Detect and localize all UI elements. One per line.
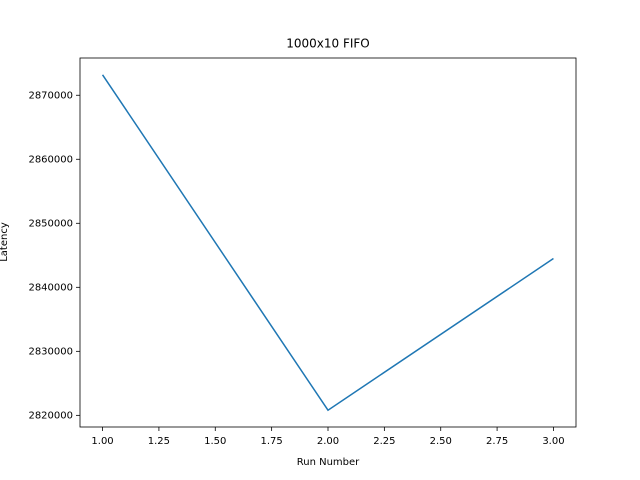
x-axis-label: Run Number [297,457,360,468]
y-tick-label: 2860000 [28,154,73,165]
x-tick-label: 3.00 [542,436,564,447]
x-tick-label: 1.50 [204,436,226,447]
x-tick-label: 1.75 [261,436,283,447]
plot-frame [79,57,577,428]
chart-title: 1000x10 FIFO [286,37,370,51]
y-axis-label: Latency [0,222,10,262]
x-tick-label: 2.25 [373,436,395,447]
x-tick-label: 2.75 [486,436,508,447]
data-line [101,74,554,412]
y-tick-label: 2820000 [28,410,73,421]
y-tick-label: 2850000 [28,218,73,229]
y-tick-label: 2870000 [28,90,73,101]
y-tick-label: 2840000 [28,282,73,293]
y-tick-label: 2830000 [28,346,73,357]
x-tick-label: 1.00 [91,436,113,447]
x-tick-label: 2.50 [430,436,452,447]
x-tick-label: 1.25 [148,436,170,447]
x-tick-label: 2.00 [317,436,339,447]
